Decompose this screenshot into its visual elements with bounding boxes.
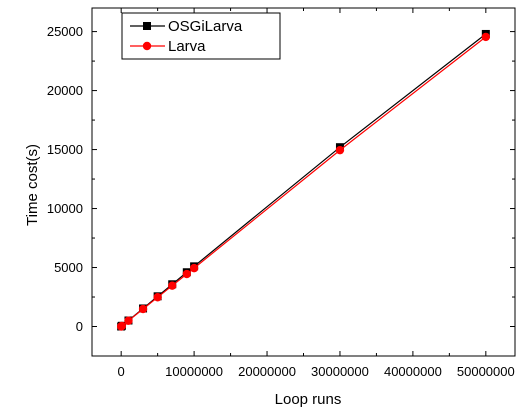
- y-axis-title: Time cost(s): [24, 144, 41, 226]
- x-tick-label: 30000000: [311, 364, 369, 379]
- legend-marker-osgilarva: [143, 22, 151, 30]
- series-layer: [116, 29, 491, 331]
- data-point-larva: [182, 269, 192, 279]
- data-point-larva: [189, 263, 199, 273]
- data-point-larva: [168, 281, 177, 290]
- y-tick-label: 10000: [47, 201, 83, 216]
- x-tick-label: 0: [118, 364, 125, 379]
- y-tick-label: 15000: [47, 142, 83, 157]
- legend-box: [121, 12, 281, 60]
- y-tick-label: 25000: [47, 24, 83, 39]
- data-point-larva: [124, 316, 133, 325]
- data-point-larva: [153, 293, 162, 302]
- y-tick-label: 0: [76, 319, 83, 334]
- legend-label-larva: Larva: [168, 38, 206, 55]
- data-point-larva: [481, 32, 491, 42]
- y-tick-label: 5000: [54, 260, 83, 275]
- x-tick-label: 50000000: [457, 364, 515, 379]
- x-tick-label: 40000000: [384, 364, 442, 379]
- x-axis-title: Loop runs: [275, 391, 342, 408]
- legend: OSGiLarva Larva: [121, 12, 281, 60]
- x-tick-label: 20000000: [238, 364, 296, 379]
- data-point-larva: [335, 145, 345, 155]
- data-point-larva: [138, 304, 148, 314]
- series-line-larva: [120, 36, 487, 327]
- legend-marker-larva: [142, 41, 152, 51]
- legend-label-osgilarva: OSGiLarva: [168, 18, 243, 35]
- plot-axes: 0 10000000 20000000 30000000 40000000 5000000…: [47, 7, 516, 379]
- data-point-larva: [117, 321, 127, 331]
- y-tick-label: 20000: [47, 83, 83, 98]
- x-tick-label: 10000000: [165, 364, 223, 379]
